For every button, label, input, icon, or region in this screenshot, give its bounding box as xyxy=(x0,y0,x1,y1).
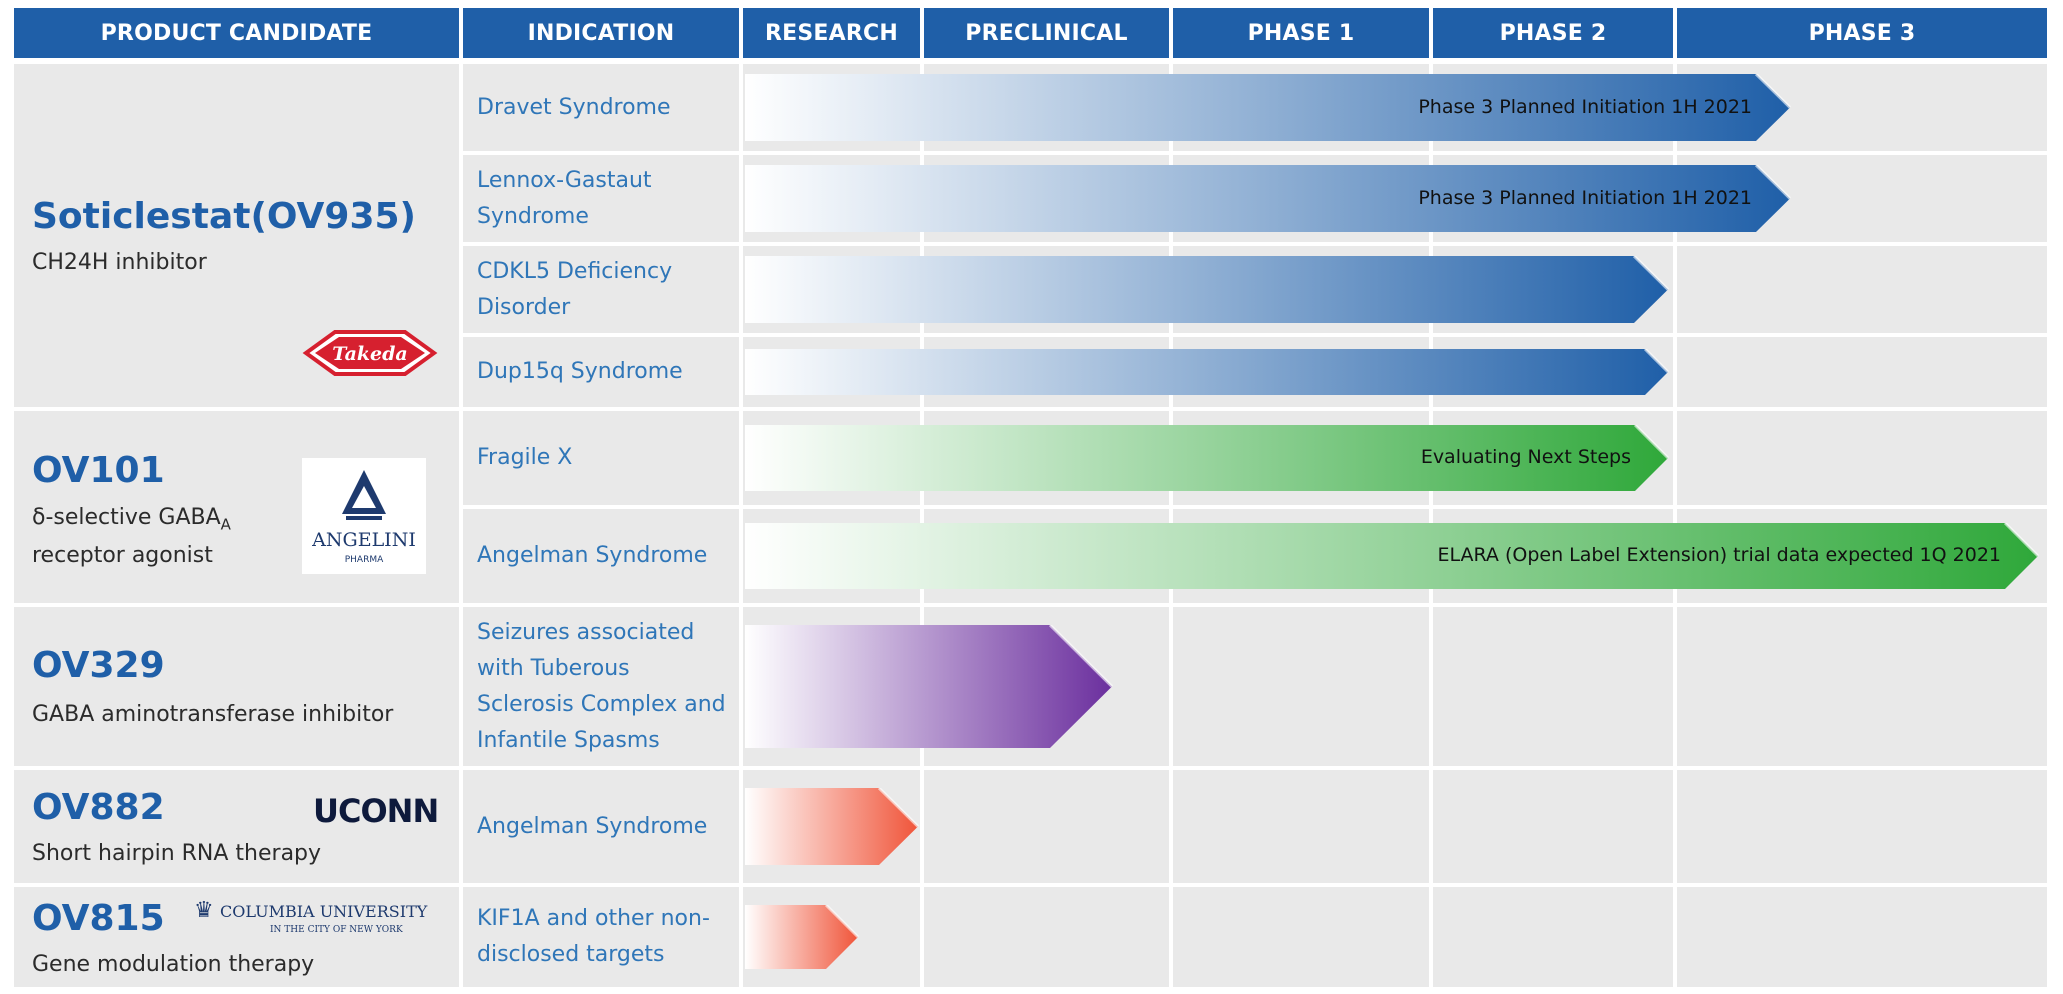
indication-cell: CDKL5 Deficiency Disorder xyxy=(463,246,739,333)
progress-arrow xyxy=(745,74,1790,141)
progress-arrow xyxy=(745,625,1112,748)
progress-arrow xyxy=(745,349,1668,395)
stage-cell xyxy=(1677,607,2047,766)
indication-label: Dup15q Syndrome xyxy=(477,359,683,384)
indication-cell: Lennox-Gastaut Syndrome xyxy=(463,155,739,242)
candidate-description: Gene modulation therapy xyxy=(32,952,315,977)
progress-arrow-edge xyxy=(824,905,860,939)
progress-arrow-edge xyxy=(1754,74,1792,109)
stage-cell xyxy=(1677,887,2047,987)
progress-arrow-edge xyxy=(1633,425,1670,460)
stage-cell xyxy=(924,887,1169,987)
candidate-description: CH24H inhibitor xyxy=(32,250,207,275)
stage-cell xyxy=(1677,246,2047,333)
progress-arrow xyxy=(745,165,1790,232)
indication-cell: Angelman Syndrome xyxy=(463,509,739,603)
header-research: RESEARCH xyxy=(743,8,920,58)
indication-cell: KIF1A and other non-disclosed targets xyxy=(463,887,739,987)
indication-label: Angelman Syndrome xyxy=(477,813,708,839)
uconn-logo: UCONN xyxy=(313,792,439,830)
indication-label: CDKL5 Deficiency Disorder xyxy=(477,258,673,320)
indication-cell: Dup15q Syndrome xyxy=(463,337,739,407)
stage-cell xyxy=(1677,337,2047,407)
header-phase-3: PHASE 3 xyxy=(1677,8,2047,58)
candidate-name: OV329 xyxy=(32,645,165,686)
candidate-ov882 xyxy=(14,770,459,883)
header-phase-1: PHASE 1 xyxy=(1173,8,1429,58)
takeda-logo: Takeda xyxy=(302,330,438,376)
progress-arrow xyxy=(745,788,918,865)
progress-bar-label: Phase 3 Planned Initiation 1H 2021 xyxy=(1418,186,1752,209)
indication-cell: Angelman Syndrome xyxy=(463,770,739,883)
progress-bar xyxy=(745,788,920,865)
indication-cell: Seizures associated with Tuberous Sclero… xyxy=(463,607,739,766)
indication-label: Fragile X xyxy=(477,445,573,470)
progress-bar xyxy=(745,349,1670,395)
candidate-name: Soticlestat(OV935) xyxy=(32,196,416,237)
candidate-name: OV882 xyxy=(32,787,165,828)
stage-cell xyxy=(1677,770,2047,883)
stage-cell xyxy=(1433,770,1673,883)
angelini-logo-subtext: PHARMA xyxy=(345,555,384,565)
angelini-triangle-icon: ANGELINI PHARMA xyxy=(311,470,416,565)
progress-bar xyxy=(745,425,1670,491)
candidate-ov815 xyxy=(14,887,459,987)
candidate-description: GABA aminotransferase inhibitor xyxy=(32,702,394,727)
candidate-ov329 xyxy=(14,607,459,766)
stage-cell xyxy=(1173,607,1429,766)
takeda-logo-text: Takeda xyxy=(332,343,407,365)
description-text-2: receptor agonist xyxy=(32,543,213,569)
progress-arrow-edge xyxy=(1632,256,1670,291)
progress-bar xyxy=(745,165,1792,232)
stage-cell xyxy=(1433,607,1673,766)
candidate-description: δ-selective GABAA receptor agonist xyxy=(32,502,231,572)
progress-arrow xyxy=(745,425,1668,491)
progress-arrow xyxy=(745,256,1668,323)
description-subscript: A xyxy=(220,515,231,534)
stage-cell xyxy=(1173,770,1429,883)
columbia-logo-text: COLUMBIA UNIVERSITY xyxy=(220,902,428,921)
stage-cell xyxy=(1433,887,1673,987)
progress-bar xyxy=(745,905,860,969)
indication-label: Dravet Syndrome xyxy=(477,94,671,120)
stage-cell xyxy=(1173,887,1429,987)
progress-arrow xyxy=(745,905,858,969)
header-phase-2: PHASE 2 xyxy=(1433,8,1673,58)
indication-label: Seizures associated with Tuberous Sclero… xyxy=(477,619,726,753)
progress-bar xyxy=(745,625,1114,748)
indication-label: Lennox-Gastaut Syndrome xyxy=(477,167,652,229)
header-product-candidate: PRODUCT CANDIDATE xyxy=(14,8,459,58)
progress-bar xyxy=(745,256,1670,323)
crown-icon: ♛ xyxy=(194,898,214,923)
progress-bar-label: Phase 3 Planned Initiation 1H 2021 xyxy=(1418,95,1752,118)
progress-bar-label: ELARA (Open Label Extension) trial data … xyxy=(1437,544,2001,566)
candidate-name: OV815 xyxy=(32,898,165,939)
indication-cell: Dravet Syndrome xyxy=(463,64,739,151)
progress-arrow xyxy=(745,523,2038,589)
columbia-logo-subtext: IN THE CITY OF NEW YORK xyxy=(270,925,403,935)
angelini-logo-text: ANGELINI xyxy=(311,529,416,551)
description-text: δ-selective GABA xyxy=(32,505,221,530)
angelini-logo: ANGELINI PHARMA xyxy=(302,458,426,574)
candidate-description: Short hairpin RNA therapy xyxy=(32,841,322,866)
indication-cell: Fragile X xyxy=(463,411,739,505)
stage-cell xyxy=(924,770,1169,883)
indication-label: Angelman Syndrome xyxy=(477,543,708,568)
progress-bar-label: Evaluating Next Steps xyxy=(1420,446,1631,468)
progress-arrow-edge xyxy=(1754,165,1792,200)
progress-arrow-edge xyxy=(2003,523,2040,558)
progress-arrow-edge xyxy=(1643,349,1670,374)
progress-arrow-edge xyxy=(1048,625,1114,688)
candidate-name: OV101 xyxy=(32,450,165,491)
indication-label: KIF1A and other non-disclosed targets xyxy=(477,906,710,967)
header-indication: INDICATION xyxy=(463,8,739,58)
columbia-logo: ♛ COLUMBIA UNIVERSITY IN THE CITY OF NEW Y… xyxy=(194,898,446,946)
progress-arrow-edge xyxy=(877,788,920,828)
progress-bar xyxy=(745,74,1792,141)
progress-bar xyxy=(745,523,2040,589)
header-preclinical: PRECLINICAL xyxy=(924,8,1169,58)
stage-cell xyxy=(1677,411,2047,505)
